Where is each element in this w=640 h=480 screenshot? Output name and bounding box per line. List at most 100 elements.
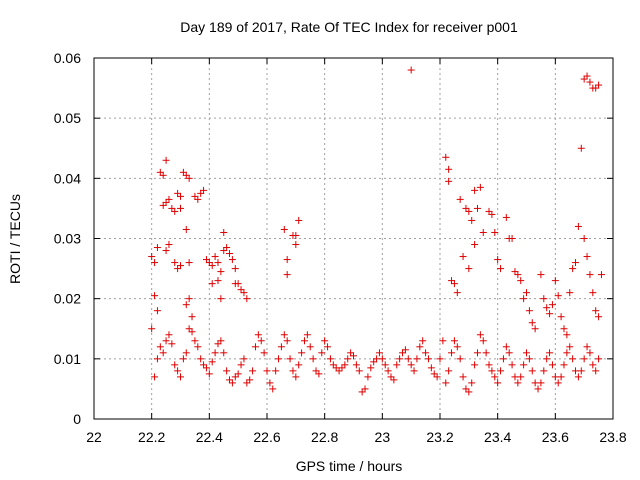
data-point [177, 373, 184, 381]
data-point [226, 250, 234, 258]
data-point [471, 186, 479, 194]
data-point [335, 367, 343, 375]
data-point [465, 207, 473, 215]
axis-ticks: 22 22.2 22.4 22.6 22.8 23 23.2 23.4 23.6 23.8 0 0.0… [54, 50, 627, 445]
data-point [589, 289, 597, 297]
data-point [174, 367, 182, 375]
data-point [439, 337, 447, 345]
data-point [476, 183, 484, 191]
x-tick-label: 22.6 [253, 429, 280, 445]
data-point [401, 346, 409, 354]
data-point [165, 331, 173, 339]
data-point [208, 280, 216, 288]
data-point [448, 277, 456, 285]
data-point [566, 289, 574, 297]
data-point [347, 349, 355, 357]
data-point [151, 292, 159, 300]
data-point [410, 367, 418, 375]
data-point [277, 343, 285, 351]
data-point [485, 361, 493, 369]
data-point [151, 259, 159, 267]
data-point [182, 225, 190, 233]
data-point [445, 367, 453, 375]
y-tick-label: 0.01 [54, 351, 81, 367]
data-point [260, 349, 268, 357]
data-point [502, 213, 510, 221]
data-point [243, 295, 251, 303]
data-point [488, 210, 496, 218]
data-point [162, 198, 170, 206]
data-point [231, 265, 239, 273]
data-point [595, 81, 603, 89]
data-point [246, 376, 254, 384]
data-point [462, 385, 470, 393]
y-tick-label: 0.03 [54, 231, 81, 247]
data-point [436, 355, 444, 363]
x-tick-label: 22.2 [138, 429, 165, 445]
data-point [185, 295, 193, 303]
data-point [220, 247, 228, 255]
data-point [520, 295, 528, 303]
data-point [228, 379, 236, 387]
data-point [497, 265, 505, 273]
data-point [390, 376, 398, 384]
data-point [179, 168, 187, 176]
data-point [479, 337, 487, 345]
data-point [324, 343, 332, 351]
data-point [292, 231, 300, 239]
data-point [367, 364, 375, 372]
data-point [251, 343, 259, 351]
data-point [517, 277, 525, 285]
data-points [148, 66, 605, 396]
data-point [234, 370, 242, 378]
data-point [404, 355, 412, 363]
data-point [295, 361, 303, 369]
data-point [208, 262, 216, 270]
data-point [171, 361, 179, 369]
x-tick-label: 23.2 [426, 429, 453, 445]
data-point [523, 289, 530, 297]
data-point [214, 259, 222, 267]
data-point [231, 373, 239, 381]
data-point [468, 216, 476, 224]
data-point [491, 373, 499, 381]
data-point [249, 367, 257, 375]
data-point [358, 388, 366, 396]
data-point [548, 301, 556, 309]
data-point [179, 355, 187, 363]
data-point [188, 328, 196, 336]
data-point [453, 343, 461, 351]
y-tick-label: 0 [73, 411, 81, 427]
chart-title: Day 189 of 2017, Rate Of TEC Index for r… [180, 19, 518, 35]
data-point [300, 337, 308, 345]
data-point [445, 165, 453, 173]
data-point [200, 186, 208, 194]
data-point [364, 373, 372, 381]
data-point [456, 195, 464, 203]
data-point [243, 379, 251, 387]
data-point [283, 337, 291, 345]
data-point [312, 367, 320, 375]
data-point [275, 355, 283, 363]
data-point [266, 379, 274, 387]
data-point [445, 177, 453, 185]
data-point [399, 349, 407, 357]
data-point [211, 349, 219, 357]
data-point [450, 337, 458, 345]
data-point [531, 325, 539, 333]
data-point [491, 228, 499, 236]
data-point [171, 207, 179, 215]
data-point [505, 349, 513, 357]
data-point [292, 241, 300, 249]
data-point [540, 295, 548, 303]
data-point [574, 373, 582, 381]
data-point [471, 241, 479, 249]
data-point [156, 343, 164, 351]
data-point [162, 247, 170, 255]
data-point [557, 373, 565, 381]
data-point [468, 379, 476, 387]
x-tick-label: 23.6 [542, 429, 569, 445]
data-point [422, 349, 430, 357]
data-point [442, 153, 450, 161]
data-point [595, 355, 603, 363]
